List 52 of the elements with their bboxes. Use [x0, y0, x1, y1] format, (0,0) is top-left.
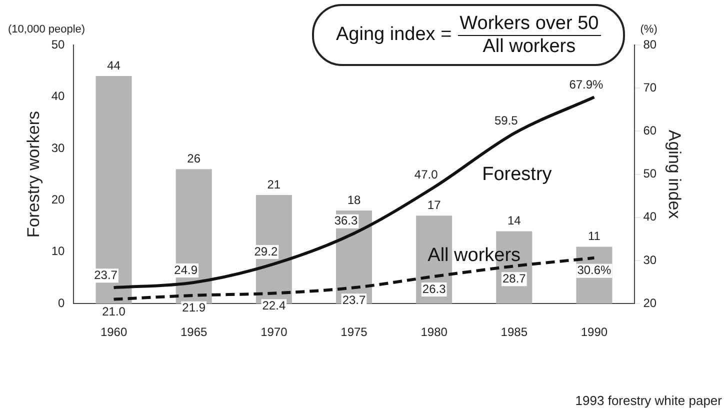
x-tick-label: 1975 [340, 325, 368, 340]
y2-tick-label: 60 [643, 124, 657, 138]
bar [96, 76, 132, 304]
data-label: 26 [187, 151, 201, 166]
data-label: 59.5 [494, 114, 518, 128]
data-label: 26.3 [422, 282, 446, 296]
series-label: Forestry [482, 164, 552, 186]
data-label: 67.9% [569, 77, 604, 92]
x-tick-label: 1985 [500, 325, 528, 340]
series-label: All workers [428, 245, 521, 266]
data-label: 30.6% [577, 263, 612, 278]
data-label: 23.7 [342, 292, 366, 307]
data-label: 18 [347, 192, 361, 207]
data-label: 17 [427, 198, 442, 212]
x-tick-label: 1990 [580, 325, 608, 340]
y-tick-label: 0 [58, 296, 66, 310]
y2-tick-label: 80 [643, 37, 657, 52]
y-tick-label: 30 [51, 140, 66, 155]
y2-tick-label: 40 [643, 210, 657, 224]
y2-tick-label: 50 [643, 166, 657, 181]
x-tick-label: 1980 [420, 325, 448, 340]
text: (%) [640, 24, 658, 36]
data-label: 24.9 [174, 262, 198, 277]
data-label: 44 [107, 58, 121, 72]
y-axis-title: Forestry workers [24, 111, 43, 238]
annotation: All workers [482, 36, 576, 58]
data-label: 11 [588, 229, 601, 244]
data-label: 28.7 [502, 271, 526, 286]
text: (10,000 people) [8, 24, 86, 36]
data-label: 36.3 [334, 214, 358, 228]
data-label: 14 [507, 214, 522, 228]
y-tick-label: 40 [51, 89, 66, 104]
x-tick-label: 1970 [260, 325, 288, 340]
x-tick-label: 1965 [180, 325, 208, 340]
x-tick-label: 1960 [100, 325, 128, 340]
data-label: 47.0 [414, 168, 438, 182]
y2-axis-title: Aging index [665, 130, 684, 220]
data-label: 23.7 [94, 268, 118, 282]
data-label: 21.0 [102, 304, 126, 319]
y-tick-label: 10 [51, 244, 66, 258]
annotation: Aging index = [336, 24, 452, 46]
text: 1993 forestry white paper [575, 393, 723, 408]
y-tick-label: 50 [51, 37, 66, 52]
text: Workers over 50 [458, 12, 601, 36]
y2-tick-label: 20 [643, 296, 657, 310]
data-label: 29.2 [254, 244, 278, 258]
data-label: 22.4 [262, 298, 286, 313]
y-tick-label: 20 [51, 192, 66, 206]
data-label: 21 [267, 177, 281, 192]
data-label: 21.9 [182, 300, 206, 315]
y2-tick-label: 70 [643, 80, 657, 94]
y2-tick-label: 30 [643, 252, 657, 267]
